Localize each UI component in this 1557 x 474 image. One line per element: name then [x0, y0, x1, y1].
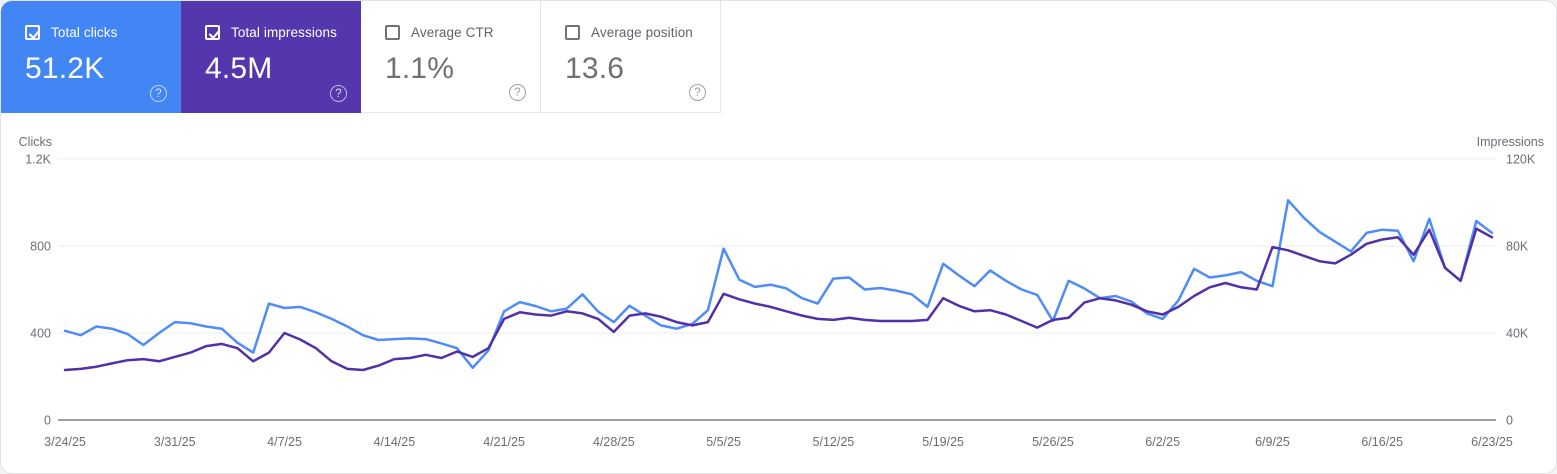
total-impressions-line[interactable] — [63, 227, 1494, 372]
x-axis-tick-label: 6/23/25 — [1471, 435, 1513, 449]
x-axis-tick-label: 4/14/25 — [373, 435, 415, 449]
y-axis-tick-right: 0 — [1506, 414, 1513, 428]
y-axis-tick-right: 80K — [1506, 240, 1529, 254]
left-axis-title: Clicks — [19, 135, 52, 149]
metric-card-average-ctr[interactable]: Average CTR 1.1% ? — [361, 1, 541, 113]
metric-card-average-position[interactable]: Average position 13.6 ? — [541, 1, 721, 113]
total-clicks-line[interactable] — [63, 199, 1494, 370]
help-icon[interactable]: ? — [689, 84, 706, 101]
x-axis-tick-label: 6/16/25 — [1361, 435, 1403, 449]
performance-chart[interactable]: 1.2K 800 400 0 120K 80K 40K 0 Clicks Impressions 3… — [1, 113, 1557, 474]
x-axis-tick-label: 5/19/25 — [922, 435, 964, 449]
x-axis-tick-label: 3/24/25 — [44, 435, 86, 449]
metric-value: 51.2K — [25, 52, 105, 85]
x-axis-tick-label: 4/21/25 — [483, 435, 525, 449]
x-axis-tick-label: 5/12/25 — [813, 435, 855, 449]
checkbox-unchecked-icon[interactable] — [565, 25, 580, 40]
metric-value: 1.1% — [385, 52, 455, 85]
metric-label: Total impressions — [231, 25, 337, 40]
x-axis-tick-label: 4/28/25 — [593, 435, 635, 449]
x-axis-tick-label: 4/7/25 — [267, 435, 302, 449]
metric-card-total-clicks[interactable]: Total clicks 51.2K ? — [1, 1, 181, 113]
x-axis-tick-label: 5/26/25 — [1032, 435, 1074, 449]
x-axis-tick-label: 5/5/25 — [706, 435, 741, 449]
metric-label: Total clicks — [51, 25, 118, 40]
y-axis-tick-left: 0 — [44, 414, 51, 428]
chart-canvas[interactable]: 1.2K 800 400 0 120K 80K 40K 0 Clicks Impressions 3… — [1, 113, 1557, 474]
help-icon[interactable]: ? — [330, 85, 347, 102]
x-axis-tick-label: 6/2/25 — [1145, 435, 1180, 449]
checkbox-unchecked-icon[interactable] — [385, 25, 400, 40]
checkbox-checked-icon[interactable] — [25, 25, 41, 40]
checkbox-checked-icon[interactable] — [205, 25, 221, 40]
y-axis-tick-right: 120K — [1506, 153, 1536, 167]
metric-label: Average position — [591, 25, 693, 40]
metric-cards-row: Total clicks 51.2K ? Total impressions 4… — [1, 1, 721, 113]
x-axis-tick-label: 6/9/25 — [1255, 435, 1290, 449]
x-axis-tick-label: 3/31/25 — [154, 435, 196, 449]
y-axis-tick-left: 1.2K — [25, 153, 51, 167]
metric-value: 13.6 — [565, 52, 625, 85]
help-icon[interactable]: ? — [150, 85, 167, 102]
metric-card-total-impressions[interactable]: Total impressions 4.5M ? — [181, 1, 361, 113]
y-axis-tick-left: 800 — [30, 240, 51, 254]
metric-value: 4.5M — [205, 52, 273, 85]
right-axis-title: Impressions — [1477, 135, 1544, 149]
y-axis-tick-right: 40K — [1506, 327, 1529, 341]
help-icon[interactable]: ? — [509, 84, 526, 101]
y-axis-tick-left: 400 — [30, 327, 51, 341]
metric-label: Average CTR — [411, 25, 494, 40]
